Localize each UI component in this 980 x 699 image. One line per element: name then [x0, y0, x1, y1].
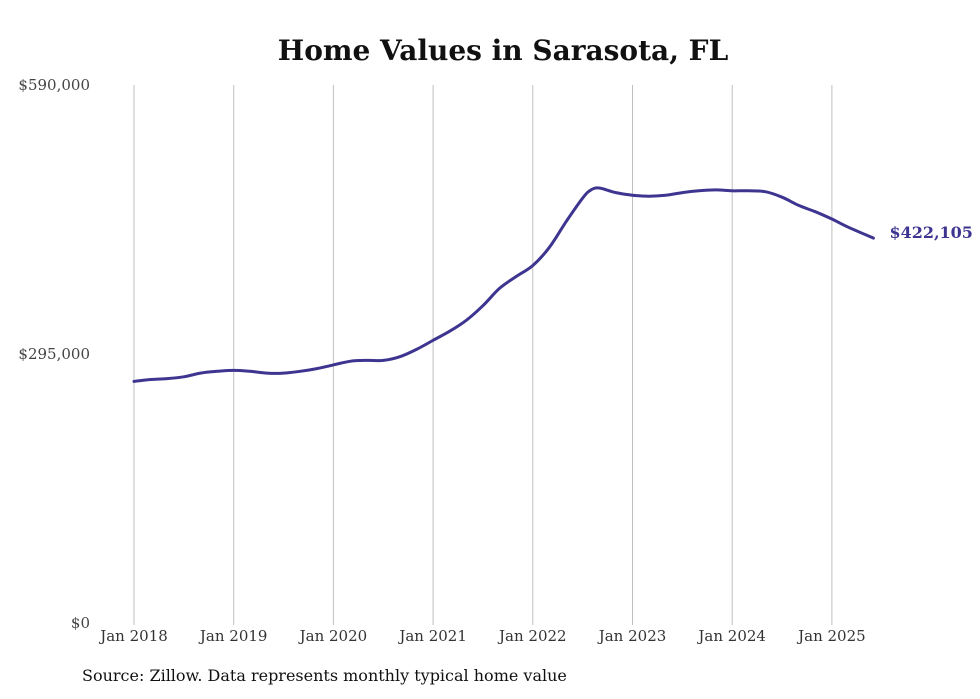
gridlines [133, 85, 833, 625]
x-tick-label: Jan 2021 [397, 627, 467, 645]
end-value-label: $422,105 [889, 223, 973, 242]
x-tick-label: Jan 2018 [98, 627, 168, 645]
x-tick-label: Jan 2020 [298, 627, 368, 645]
x-tick-label: Jan 2024 [696, 627, 766, 645]
source-note: Source: Zillow. Data represents monthly … [82, 666, 567, 685]
x-tick-label: Jan 2025 [796, 627, 866, 645]
x-tick-label: Jan 2022 [497, 627, 567, 645]
y-tick-label: $295,000 [18, 345, 90, 363]
series-layer [132, 186, 875, 383]
series-line-0 [132, 186, 875, 383]
chart-title: Home Values in Sarasota, FL [278, 34, 729, 67]
y-axis-ticks: $0 $295,000 $590,000 [18, 76, 90, 632]
x-tick-label: Jan 2019 [198, 627, 268, 645]
y-tick-label: $0 [71, 614, 90, 632]
x-tick-label: Jan 2023 [597, 627, 667, 645]
x-axis-ticks: Jan 2018 Jan 2019 Jan 2020 Jan 2021 Jan 2022… [98, 627, 865, 645]
y-tick-label: $590,000 [18, 76, 90, 94]
